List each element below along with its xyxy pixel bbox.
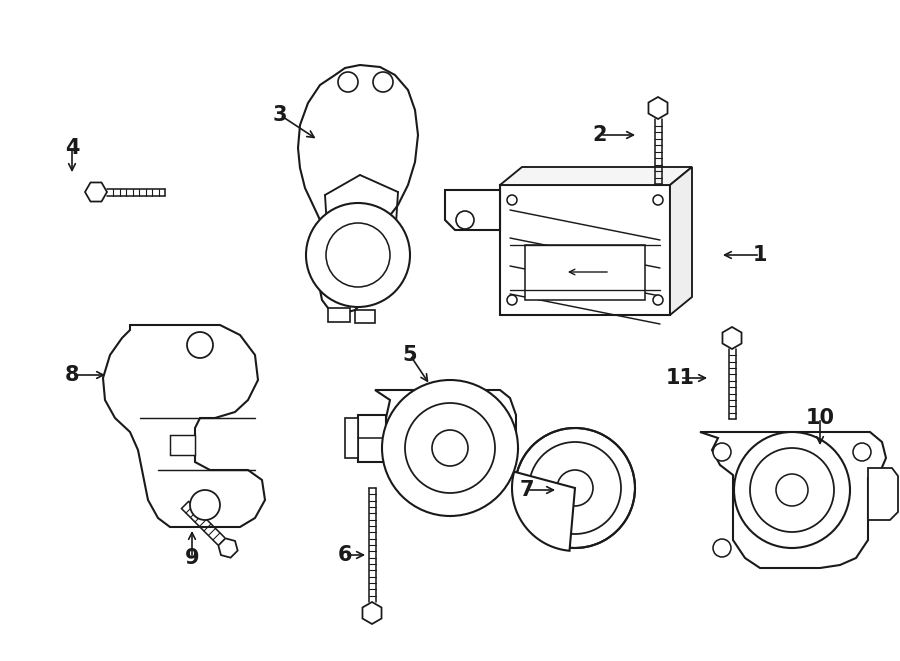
Polygon shape [298, 65, 418, 312]
Polygon shape [170, 435, 195, 455]
Polygon shape [363, 602, 382, 624]
Circle shape [515, 428, 635, 548]
Circle shape [734, 432, 850, 548]
Polygon shape [85, 182, 107, 202]
Circle shape [456, 211, 474, 229]
Polygon shape [868, 468, 898, 520]
Circle shape [190, 490, 220, 520]
Circle shape [373, 72, 393, 92]
Polygon shape [375, 390, 516, 494]
Circle shape [326, 223, 390, 287]
Polygon shape [328, 308, 350, 322]
Circle shape [306, 203, 410, 307]
Text: 4: 4 [65, 138, 79, 158]
Circle shape [853, 443, 871, 461]
Polygon shape [512, 472, 575, 551]
Text: 5: 5 [402, 345, 418, 365]
Polygon shape [500, 167, 692, 185]
Polygon shape [358, 415, 386, 462]
Polygon shape [700, 432, 886, 568]
Polygon shape [500, 185, 670, 315]
Circle shape [713, 443, 731, 461]
Polygon shape [103, 325, 265, 527]
Polygon shape [649, 97, 668, 119]
Text: 10: 10 [806, 408, 834, 428]
Circle shape [338, 72, 358, 92]
Polygon shape [219, 538, 238, 558]
Polygon shape [723, 327, 742, 349]
Text: 7: 7 [520, 480, 535, 500]
Circle shape [529, 442, 621, 534]
Circle shape [382, 380, 518, 516]
Text: 2: 2 [593, 125, 608, 145]
Circle shape [557, 470, 593, 506]
Circle shape [187, 332, 213, 358]
Polygon shape [445, 190, 500, 230]
Text: 9: 9 [184, 548, 199, 568]
Text: 3: 3 [273, 105, 287, 125]
Text: 8: 8 [65, 365, 79, 385]
Circle shape [653, 195, 663, 205]
Circle shape [405, 403, 495, 493]
Polygon shape [345, 418, 358, 458]
Circle shape [507, 295, 517, 305]
Circle shape [653, 295, 663, 305]
Circle shape [750, 448, 834, 532]
Circle shape [507, 195, 517, 205]
Circle shape [432, 430, 468, 466]
Polygon shape [525, 245, 645, 300]
Text: 6: 6 [338, 545, 352, 565]
Circle shape [776, 474, 808, 506]
Polygon shape [670, 167, 692, 315]
Circle shape [713, 539, 731, 557]
Polygon shape [355, 310, 375, 323]
Text: 11: 11 [665, 368, 695, 388]
Text: 1: 1 [752, 245, 767, 265]
